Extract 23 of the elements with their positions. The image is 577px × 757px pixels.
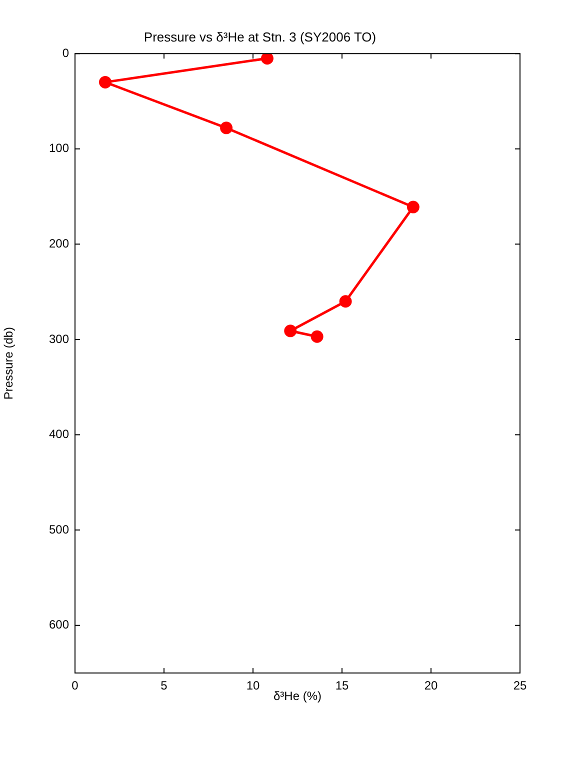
- x-tick-label: 20: [424, 678, 438, 693]
- point: [99, 76, 112, 88]
- point: [406, 200, 420, 214]
- chart-title: Pressure vs δ³He at Stn. 3 (SY2006 TO): [144, 29, 376, 44]
- y-tick-label: 200: [48, 236, 70, 250]
- x-tick-label: 5: [160, 678, 168, 693]
- point: [260, 54, 274, 65]
- x-tick-label: 15: [335, 678, 349, 693]
- point: [310, 330, 324, 343]
- point: [339, 295, 352, 308]
- y-tick-label: 0: [62, 46, 70, 60]
- point: [220, 122, 233, 134]
- point: [284, 324, 297, 338]
- y-tick-label: 400: [48, 427, 70, 442]
- y-tick-label: 500: [48, 522, 70, 536]
- x-axis-title: δ³He (%): [273, 689, 322, 704]
- x-tick-label: 0: [72, 678, 79, 693]
- y-tick-label: 300: [48, 332, 70, 346]
- x-tick-label: 10: [246, 678, 260, 693]
- y-tick-label: 100: [48, 141, 70, 156]
- y-tick-label: 600: [48, 618, 70, 632]
- x-tick-label: 25: [513, 678, 527, 693]
- y-axis-title: Pressure (db): [2, 326, 16, 400]
